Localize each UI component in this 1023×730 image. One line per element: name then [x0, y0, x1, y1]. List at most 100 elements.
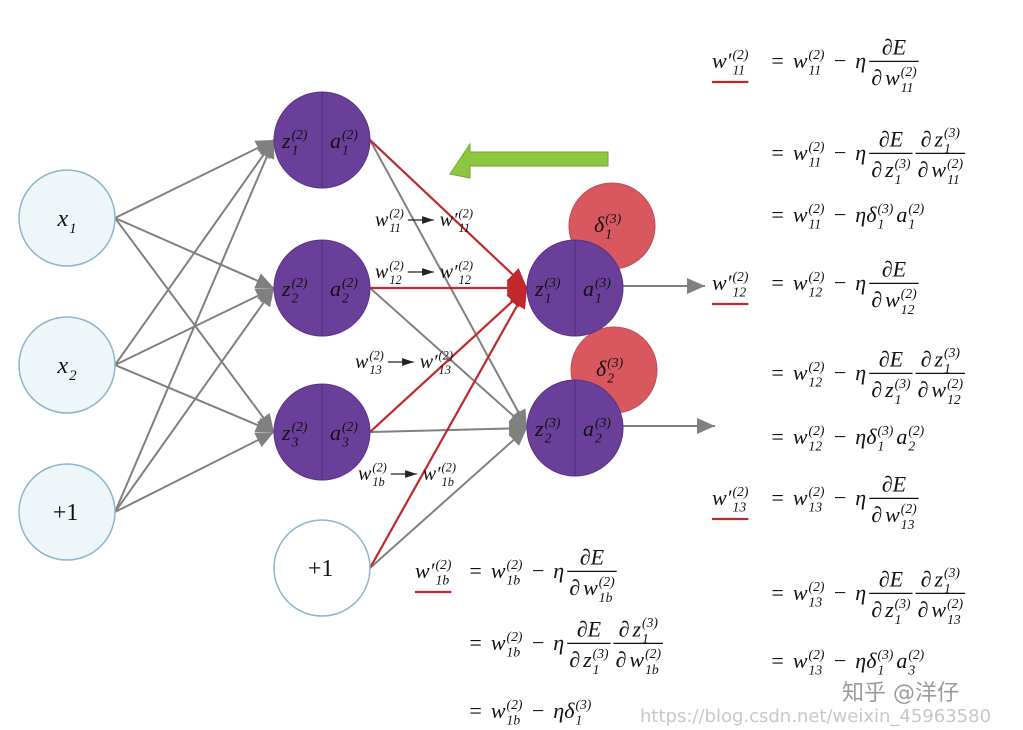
bias-label: +1	[308, 556, 334, 582]
math-text: =	[770, 360, 785, 385]
math-sup: (2)	[342, 127, 358, 143]
math-sub: 11	[459, 221, 470, 235]
math-base: w	[793, 580, 808, 605]
math-base: z	[884, 157, 894, 182]
edge	[114, 287, 275, 513]
math-sub: 1	[575, 713, 582, 728]
math-text: −	[832, 648, 847, 673]
math-text: ∂	[871, 287, 882, 312]
math-base: w′	[712, 485, 733, 510]
math-sup: (3)	[575, 697, 591, 713]
denominator: ∂ w 11(2)	[918, 156, 964, 187]
edge	[369, 287, 528, 429]
math-sub: 12	[459, 273, 471, 287]
math-sup: (2)	[947, 156, 963, 172]
numerator: ∂E	[882, 34, 907, 59]
math-text: ∂	[918, 157, 929, 182]
edge	[114, 431, 275, 513]
edges	[114, 139, 715, 569]
numerator: ∂ z 1(3)	[921, 125, 961, 156]
equation: w′ 11(2) = w 11(2) − η∂E∂ w 11(2)= w 11(2) − η∂E∂ z 1(…	[712, 34, 965, 232]
math-base: w	[793, 424, 808, 449]
math-base: w	[375, 209, 389, 231]
math-sup: (3)	[895, 376, 911, 392]
math-sub: 1	[877, 217, 884, 232]
denominator: ∂ z 1(3)	[871, 596, 911, 627]
math-text: η	[855, 485, 866, 510]
math-sub: 1	[944, 141, 951, 156]
math-text: ∂	[918, 597, 929, 622]
bias-node	[273, 519, 371, 617]
input-node	[18, 169, 116, 267]
math-sub: 1	[69, 221, 76, 237]
math-sub: 1b	[645, 662, 659, 677]
math-sub: 11	[809, 217, 822, 232]
math-base: w	[793, 140, 808, 165]
math-base: ηδ	[553, 698, 575, 723]
math-sup: (2)	[292, 275, 308, 291]
math-sup: (2)	[908, 647, 924, 663]
input-label: +1	[53, 500, 79, 526]
denominator: ∂ z 1(3)	[871, 156, 911, 187]
math-base: w′	[440, 209, 458, 231]
math-base: δ	[596, 356, 607, 381]
math-text: =	[770, 140, 785, 165]
labels: δ 1(3)δ 2(3)x 1x 2+1z 1(2) a 1(2)z 2(2) a 2(2)z 3(2…	[53, 127, 624, 582]
math-sup: (2)	[809, 647, 825, 663]
math-base: z	[884, 597, 894, 622]
math-sup: (2)	[809, 423, 825, 439]
math-sup: (2)	[733, 484, 749, 500]
math-sup: (2)	[901, 286, 917, 302]
math-text: =	[770, 424, 785, 449]
math-base: z	[534, 276, 544, 301]
equation: w′ 1b(2) = w 1b(2) − η∂E∂ w 1b(2)= w 1b(2) − η∂E∂ z 1(…	[415, 544, 663, 728]
denominator: ∂ w 11(2)	[871, 64, 917, 95]
math-text: +1	[53, 500, 79, 526]
math-text: =	[770, 202, 785, 227]
denominator: ∂ w 13(2)	[871, 501, 917, 532]
edge	[114, 139, 275, 366]
math-sub: 1	[944, 581, 951, 596]
math-sub: 12	[901, 302, 915, 317]
math-sup: (2)	[947, 596, 963, 612]
numerator: ∂E	[577, 616, 602, 641]
math-sub: 1	[908, 217, 915, 232]
edge	[369, 139, 528, 429]
math-sup: (3)	[877, 201, 893, 217]
math-text: −	[832, 270, 847, 295]
math-sub: 2	[69, 368, 77, 384]
math-text: ∂E	[882, 471, 907, 496]
math-sub: 3	[907, 663, 915, 678]
math-base: w	[793, 270, 808, 295]
math-base: w	[375, 261, 389, 283]
math-text: −	[832, 202, 847, 227]
math-base: w	[491, 630, 506, 655]
math-text: ∂	[569, 647, 580, 672]
math-sup: (3)	[944, 125, 960, 141]
numerator: ∂E	[879, 566, 904, 591]
math-base: w	[793, 48, 808, 73]
math-text: ∂	[871, 597, 882, 622]
math-sub: 1	[545, 291, 552, 306]
denominator: ∂ z 1(3)	[871, 376, 911, 407]
math-sub: 12	[809, 375, 823, 390]
math-base: w	[885, 287, 900, 312]
math-sup: (3)	[944, 565, 960, 581]
math-base: w	[793, 648, 808, 673]
math-text: η	[553, 630, 564, 655]
math-sup: (2)	[901, 64, 917, 80]
math-text: −	[832, 424, 847, 449]
math-sup: (2)	[733, 269, 749, 285]
math-sub: 1b	[436, 573, 450, 588]
math-text: =	[468, 630, 483, 655]
back-arrow	[449, 142, 609, 179]
math-sup: (2)	[342, 275, 358, 291]
math-text: η	[553, 558, 564, 583]
math-text: ∂	[921, 126, 932, 151]
math-sup: (2)	[809, 269, 825, 285]
math-sup: (2)	[507, 629, 523, 645]
math-base: a	[330, 128, 341, 153]
math-sub: 13	[733, 500, 747, 515]
